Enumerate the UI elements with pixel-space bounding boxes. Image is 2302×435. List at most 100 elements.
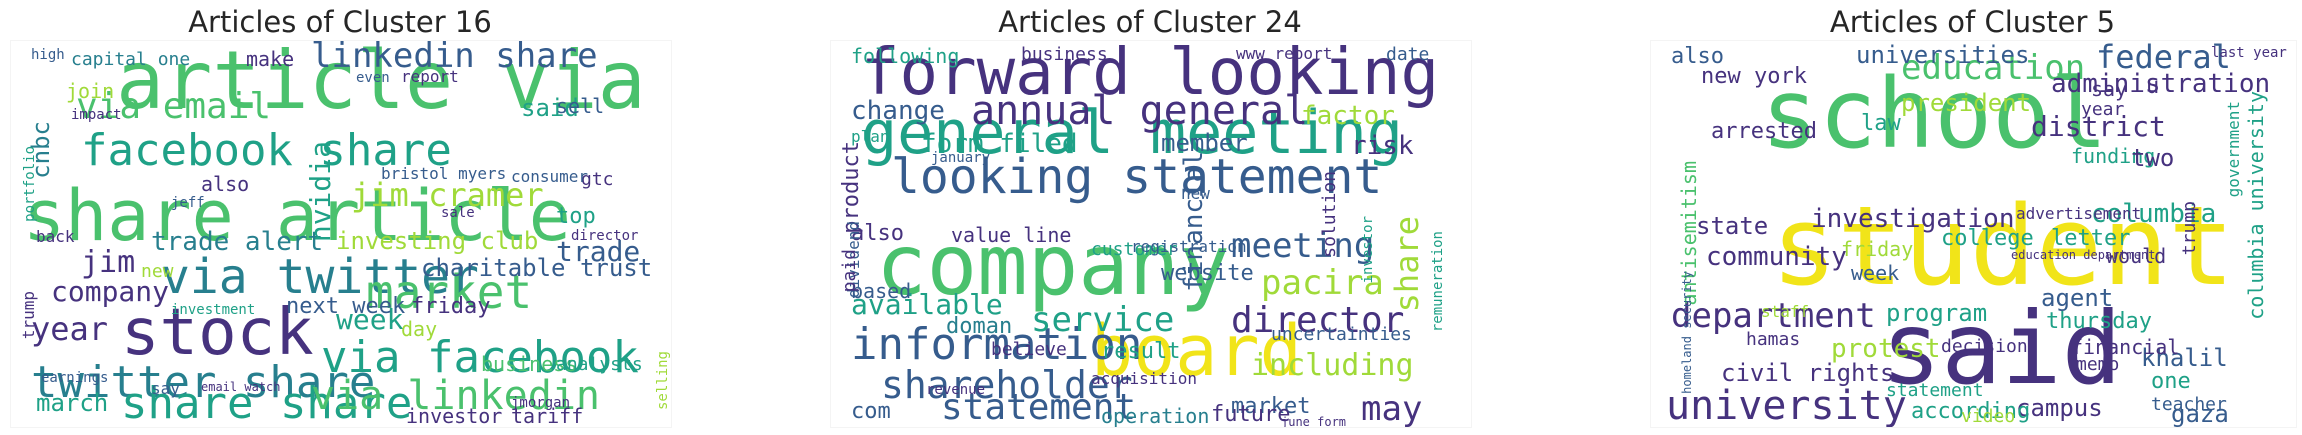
word: jeff xyxy=(171,195,205,211)
word: staff xyxy=(1761,302,1810,321)
word: letter xyxy=(2051,226,2131,251)
word: may xyxy=(1361,389,1423,428)
word: customer xyxy=(1091,239,1178,260)
word: also xyxy=(851,221,904,246)
word: agent xyxy=(2041,284,2114,312)
word: community xyxy=(1706,242,1847,272)
word: via facebook xyxy=(321,332,639,383)
word: next week xyxy=(286,294,406,319)
word: u xyxy=(2146,74,2160,99)
word: director xyxy=(571,228,639,244)
word: back xyxy=(36,227,75,246)
word: district xyxy=(2031,110,2166,143)
word: student xyxy=(1771,182,2235,310)
cluster-5-panel: Articles of Cluster 5 school student said u… xyxy=(1650,0,2297,435)
word: friday xyxy=(1841,237,1914,261)
word: education xyxy=(1901,48,2086,88)
word: twitter share xyxy=(31,357,376,408)
word: advertisement xyxy=(2016,204,2142,223)
word: form filed xyxy=(921,129,1078,159)
word: civil rights xyxy=(1721,359,1895,387)
word: based xyxy=(851,279,912,303)
word: state xyxy=(1696,212,1769,240)
word: meeting xyxy=(1231,226,1375,266)
word: service xyxy=(1031,300,1175,340)
word: investor xyxy=(406,404,503,428)
word: department xyxy=(1671,296,1876,336)
word: trade xyxy=(556,235,641,268)
word: school xyxy=(1761,58,2108,170)
word: consumer xyxy=(511,167,589,186)
word: june form xyxy=(1281,415,1347,428)
word: financial xyxy=(2071,335,2180,359)
word: forward looking xyxy=(861,40,1439,110)
word: general meeting xyxy=(861,98,1403,168)
word: investing club xyxy=(336,227,539,255)
word: sale xyxy=(441,205,475,221)
word: company xyxy=(51,275,170,308)
word: investigation xyxy=(1811,204,2015,234)
word: universities xyxy=(1856,41,2030,69)
word: memo xyxy=(2076,354,2120,375)
word: registration xyxy=(1131,237,1247,256)
word: director xyxy=(1231,300,1405,341)
word: acquisition xyxy=(1091,369,1197,388)
word: decision xyxy=(1941,336,2028,357)
word: market xyxy=(366,265,533,319)
word: friday xyxy=(411,294,491,319)
word: week xyxy=(1851,261,1900,285)
word: administration xyxy=(2051,69,2271,99)
word: university xyxy=(1666,383,1907,428)
word-cloud: school student said university department edu… xyxy=(1650,40,2297,428)
word: bristol myers xyxy=(381,164,507,183)
word: nvidia xyxy=(304,141,337,243)
word: annual general xyxy=(971,88,1309,134)
word: campus xyxy=(2016,394,2103,422)
word: uncertainties xyxy=(1271,324,1412,345)
word: pacira xyxy=(1261,263,1384,303)
word: top xyxy=(556,204,596,229)
word: financial xyxy=(1179,151,1209,292)
word: statement xyxy=(941,387,1137,428)
word: available xyxy=(851,288,1003,321)
word: share article xyxy=(23,175,571,257)
word: trump xyxy=(2179,201,2200,256)
word: website xyxy=(1161,261,1254,286)
word: factor xyxy=(1301,101,1395,131)
word: via email xyxy=(76,86,272,127)
word: risk xyxy=(1351,131,1414,161)
word: share share xyxy=(121,378,413,428)
word: say xyxy=(2091,77,2128,101)
word: facebook share xyxy=(81,125,452,176)
word: investment xyxy=(171,302,256,318)
word: march xyxy=(36,389,109,417)
word: khalil xyxy=(2141,344,2228,372)
word: two xyxy=(2131,144,2175,172)
word: say xyxy=(151,379,180,398)
word: video xyxy=(1961,406,2016,427)
word: college xyxy=(1941,226,2034,251)
word: education department xyxy=(2011,248,2156,262)
word: information xyxy=(851,319,1143,370)
word: law xyxy=(1861,111,1901,136)
word: statement xyxy=(1886,380,1984,401)
word: president xyxy=(1901,89,2032,117)
word: jim cramer xyxy=(351,176,544,214)
word: week xyxy=(336,303,404,336)
word: homeland security xyxy=(1680,271,1694,394)
word-cloud: share article article via stock facebook sh… xyxy=(10,40,672,428)
word: plan xyxy=(851,127,890,146)
word: columbia university xyxy=(2244,91,2268,320)
word: company xyxy=(876,216,1231,314)
word: january xyxy=(931,150,991,166)
word: new york xyxy=(1701,64,1807,89)
word: earnings xyxy=(41,370,109,386)
word: shareholder xyxy=(881,363,1133,407)
word: last year xyxy=(2211,45,2287,61)
word: investor xyxy=(1360,216,1376,284)
word: remuneration xyxy=(1430,231,1446,333)
word: date xyxy=(1386,44,1430,65)
word: operation xyxy=(1101,404,1210,428)
word: doman xyxy=(946,314,1013,339)
word: trump xyxy=(19,291,38,340)
